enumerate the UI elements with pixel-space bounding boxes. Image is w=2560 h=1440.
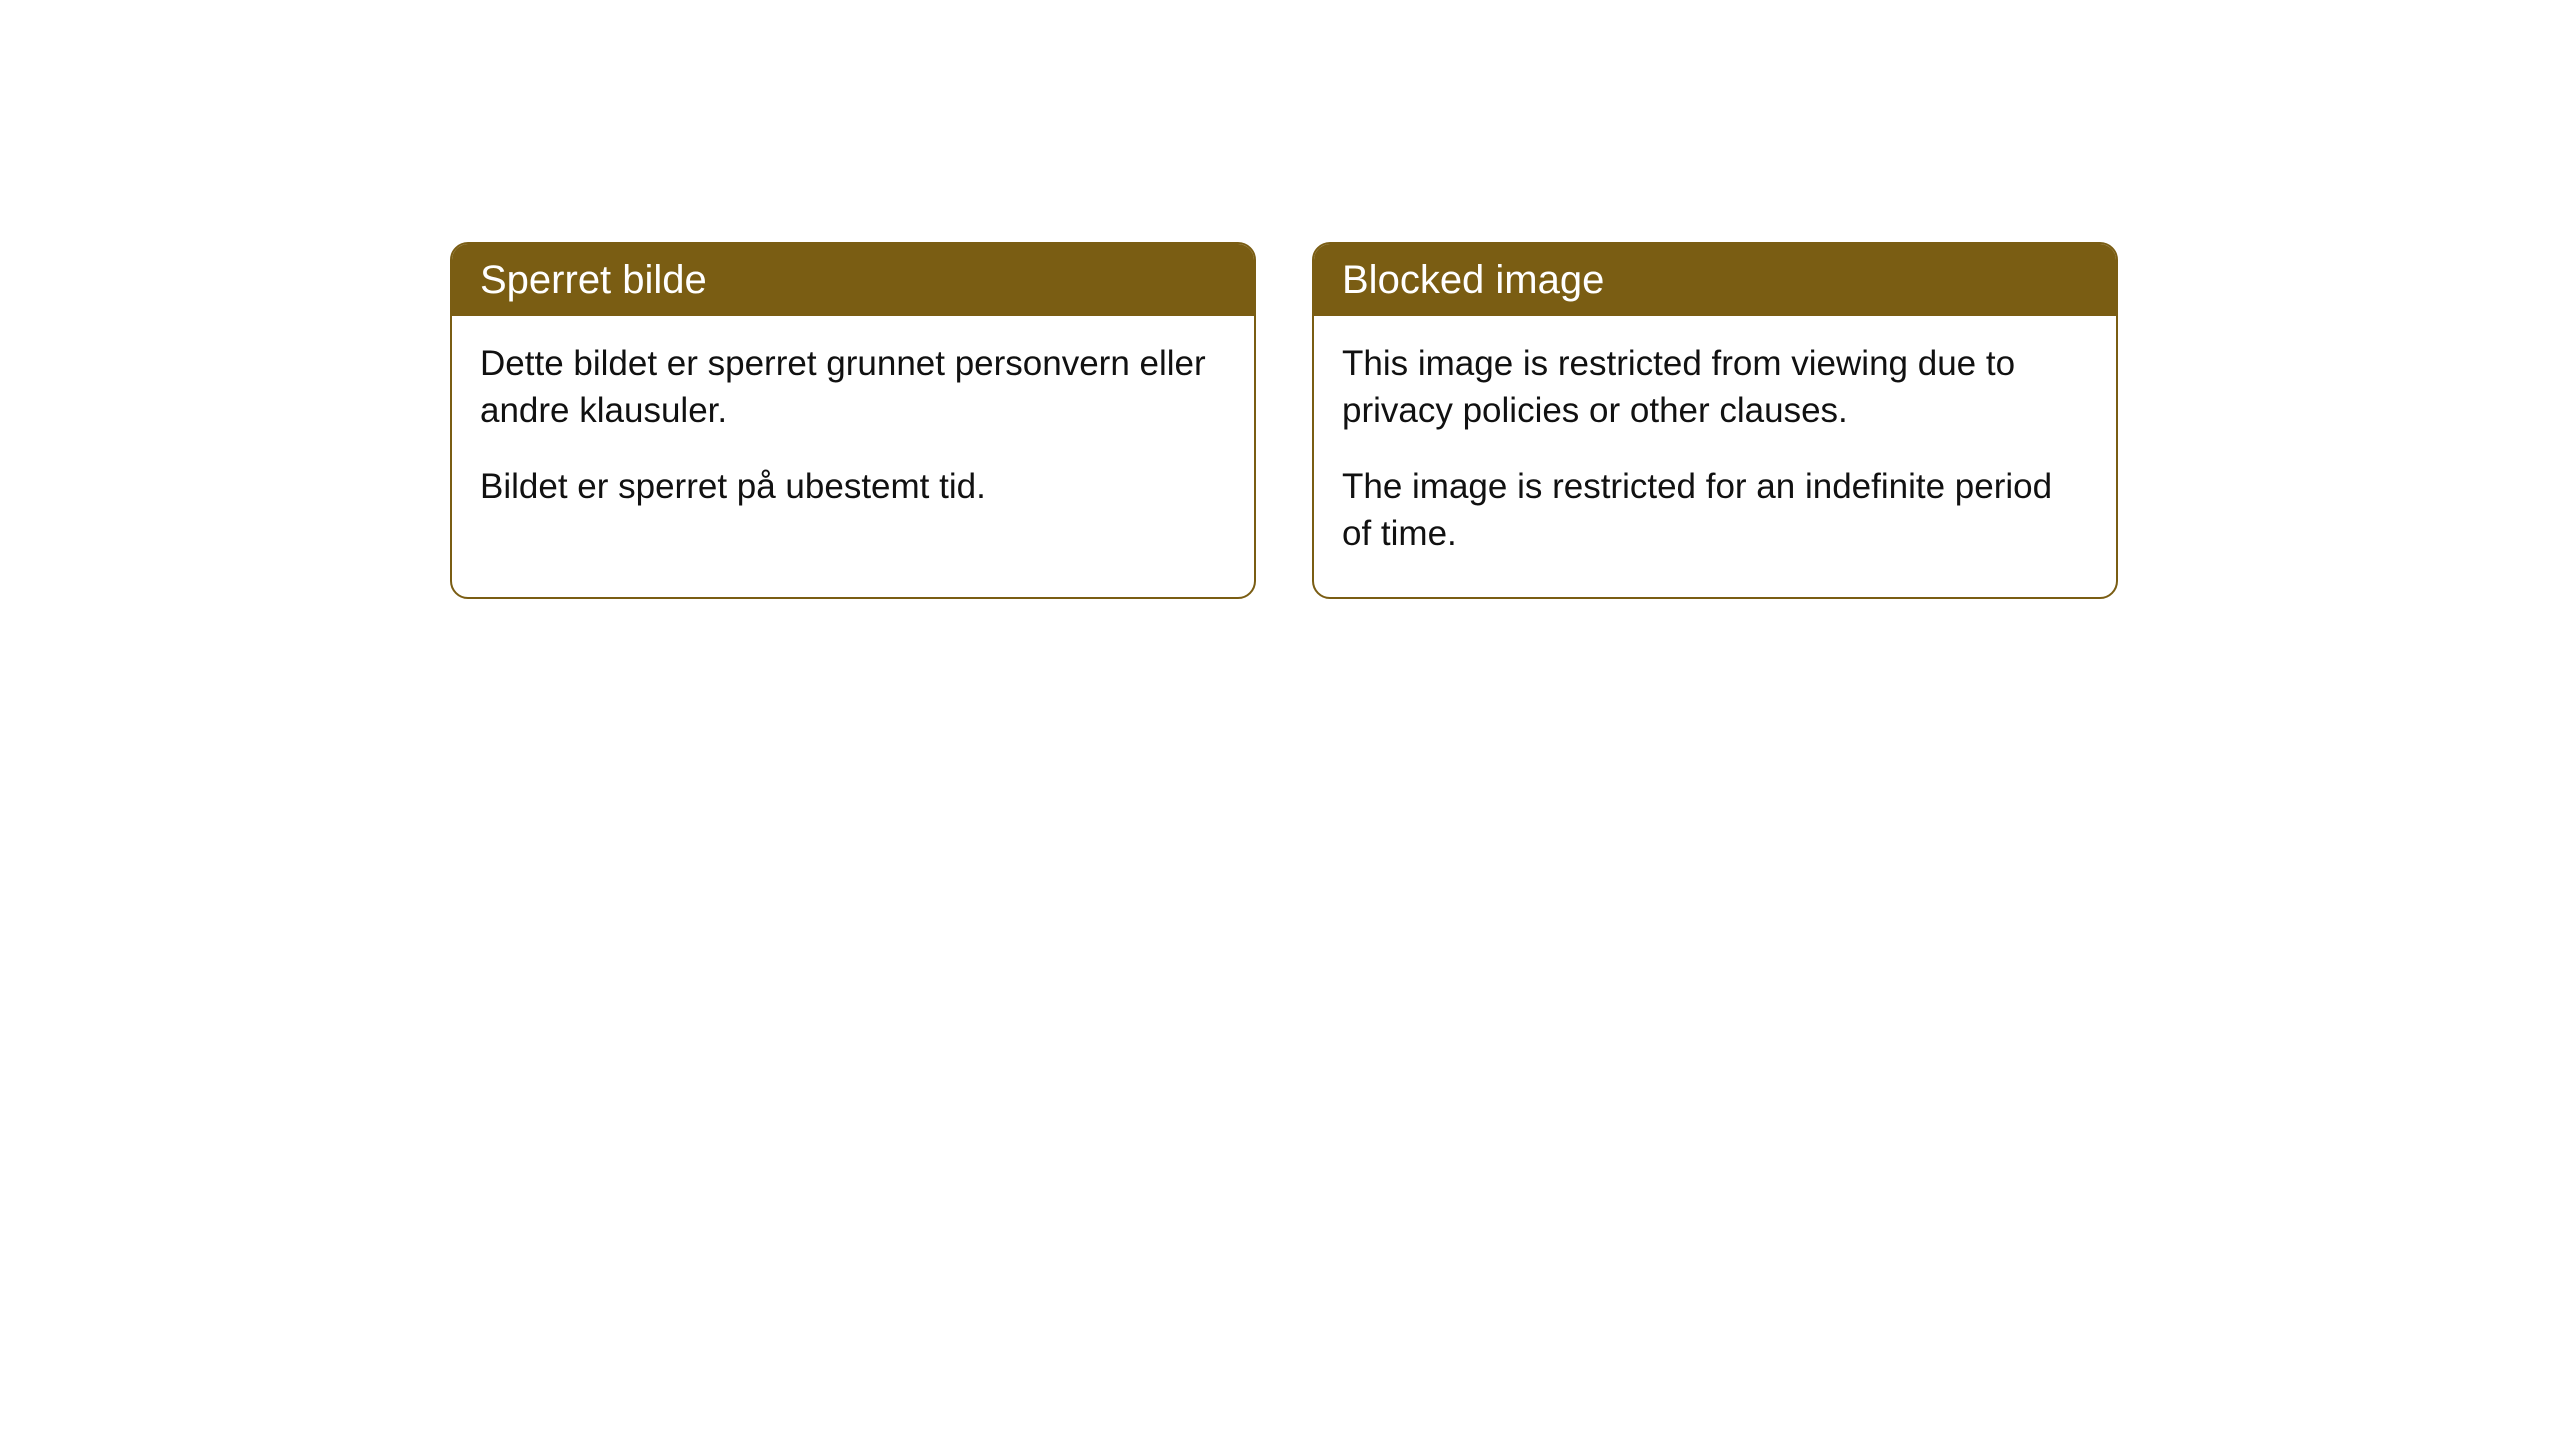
card-body-english: This image is restricted from viewing du… xyxy=(1314,316,2116,597)
card-body-norwegian: Dette bildet er sperret grunnet personve… xyxy=(452,316,1254,550)
card-text-2: The image is restricted for an indefinit… xyxy=(1342,463,2088,558)
card-norwegian: Sperret bilde Dette bildet er sperret gr… xyxy=(450,242,1256,599)
card-text-1: This image is restricted from viewing du… xyxy=(1342,340,2088,435)
card-header-english: Blocked image xyxy=(1314,244,2116,316)
card-container: Sperret bilde Dette bildet er sperret gr… xyxy=(450,242,2118,599)
card-text-2: Bildet er sperret på ubestemt tid. xyxy=(480,463,1226,510)
card-text-1: Dette bildet er sperret grunnet personve… xyxy=(480,340,1226,435)
card-header-norwegian: Sperret bilde xyxy=(452,244,1254,316)
card-english: Blocked image This image is restricted f… xyxy=(1312,242,2118,599)
